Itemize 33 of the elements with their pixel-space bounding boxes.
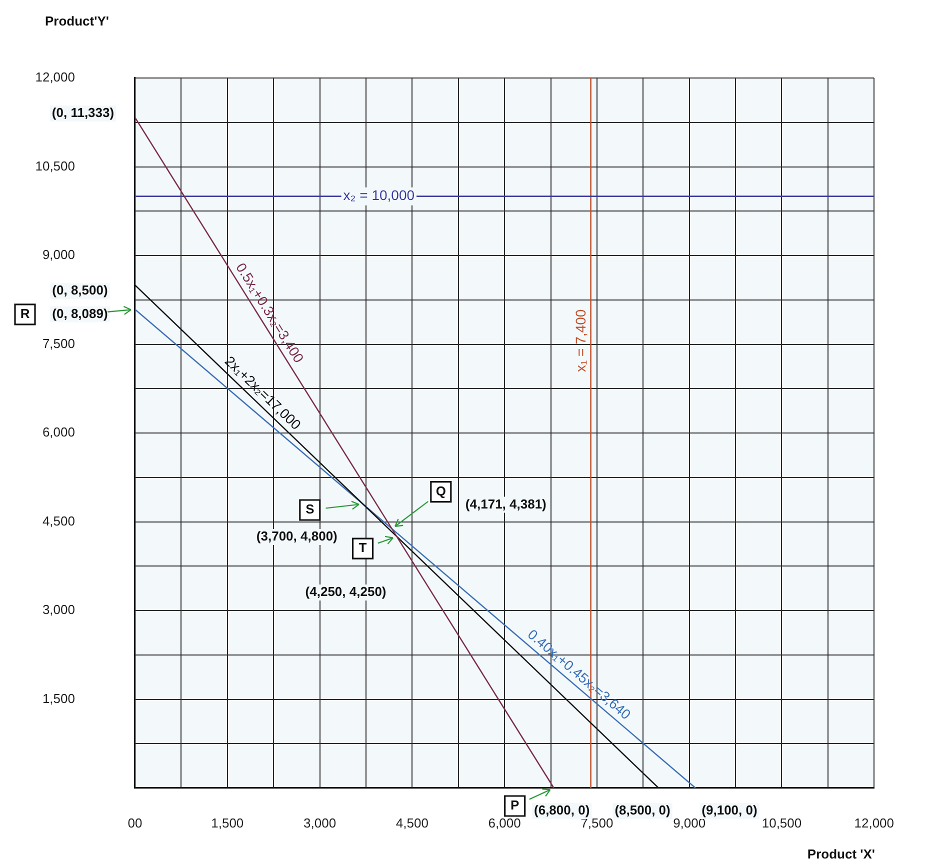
annotation: T <box>358 540 367 556</box>
annotation: (6,800, 0) <box>534 802 590 818</box>
y-tick-label: 12,000 <box>35 70 75 85</box>
x-tick-label: 00 <box>128 816 142 831</box>
annotation: Q <box>436 483 446 498</box>
series-label: x₂ = 10,000 <box>343 187 415 204</box>
text: x₁ = 7,400 <box>572 309 589 372</box>
annotation: (9,100, 0) <box>702 802 758 818</box>
annotation: (8,500, 0) <box>614 802 670 818</box>
y-tick-label: 10,500 <box>35 158 75 174</box>
annotation: (0, 11,333) <box>52 105 114 120</box>
text: R <box>20 306 30 321</box>
x-tick-label: 12,000 <box>854 816 894 831</box>
annotation: (4,171, 4,381) <box>465 496 546 512</box>
y-tick-label: 7,500 <box>42 336 75 351</box>
y-tick-label: 1,500 <box>42 690 75 706</box>
x-axis-title: Product 'X' <box>807 846 875 862</box>
x-tick-label: 10,500 <box>762 816 802 831</box>
y-tick-label: 6,000 <box>42 424 75 440</box>
annotation: (0, 8,089) <box>52 306 108 321</box>
annotation: P <box>510 798 520 813</box>
x-tick-label: 1,500 <box>211 816 244 831</box>
annotation: S <box>306 502 315 517</box>
y-tick-label: 3,000 <box>42 602 75 618</box>
y-axis-title: Product'Y' <box>45 14 109 29</box>
x-tick-label: 6,000 <box>488 816 521 831</box>
annotation: (3,700, 4,800) <box>256 528 338 544</box>
annotation: (0, 8,500) <box>52 282 108 298</box>
x-tick-label: 4,500 <box>396 816 428 831</box>
y-tick-label: 4,500 <box>42 513 75 528</box>
annotation: (4,250, 4,250) <box>305 584 386 600</box>
y-tick-label: 9,000 <box>42 247 75 262</box>
x-tick-label: 3,000 <box>304 816 336 831</box>
